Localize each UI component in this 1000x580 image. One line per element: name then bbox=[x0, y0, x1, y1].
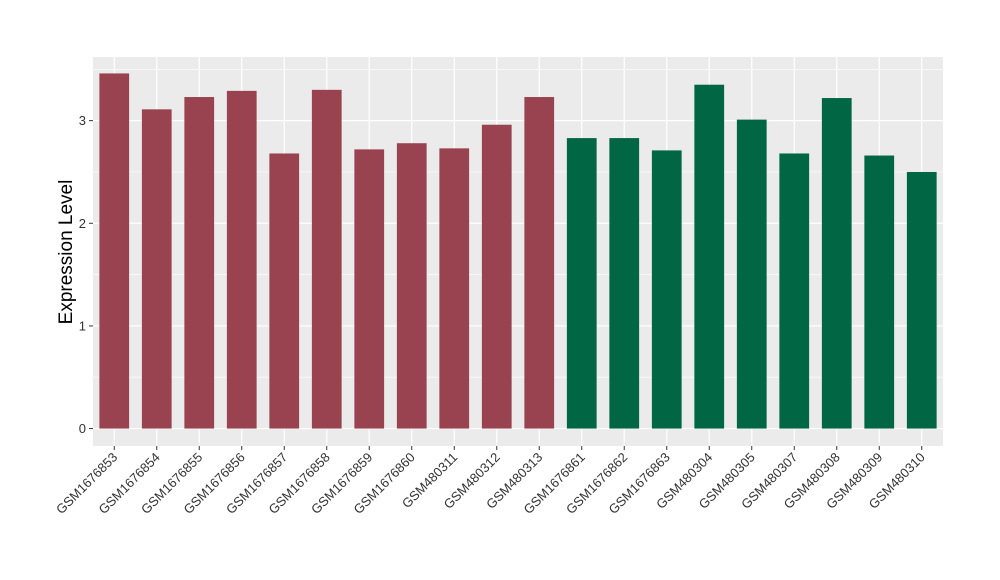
y-tick-label: 2 bbox=[79, 216, 86, 231]
bar-GSM480308 bbox=[821, 98, 852, 429]
bar-GSM480309 bbox=[864, 155, 895, 429]
bar-GSM1676855 bbox=[184, 97, 215, 429]
bar-GSM1676862 bbox=[609, 138, 640, 429]
y-tick-label: 1 bbox=[79, 318, 86, 333]
bar-GSM1676861 bbox=[566, 138, 597, 429]
bar-GSM1676858 bbox=[311, 89, 342, 429]
bars bbox=[99, 73, 937, 429]
plot-panel bbox=[93, 57, 943, 446]
bar-GSM480305 bbox=[736, 119, 767, 429]
bar-GSM480304 bbox=[694, 84, 725, 429]
y-tick-label: 0 bbox=[79, 421, 86, 436]
bar-GSM1676859 bbox=[354, 149, 385, 429]
bar-GSM480310 bbox=[906, 171, 937, 429]
bar-GSM480312 bbox=[481, 124, 512, 429]
y-axis-label: Expression Level bbox=[56, 180, 77, 325]
bar-GSM1676863 bbox=[651, 150, 682, 429]
bar-GSM1676853 bbox=[99, 73, 130, 429]
bar-GSM1676860 bbox=[396, 143, 427, 429]
y-axis: 0 1 2 3 bbox=[79, 113, 93, 436]
x-axis: GSM1676853GSM1676854GSM1676855GSM1676856… bbox=[53, 446, 928, 517]
y-tick-label: 3 bbox=[79, 113, 86, 128]
bar-GSM480311 bbox=[439, 148, 470, 429]
bar-GSM480307 bbox=[779, 153, 810, 429]
bar-GSM480313 bbox=[524, 97, 555, 429]
bar-GSM1676854 bbox=[141, 109, 172, 429]
bar-GSM1676856 bbox=[226, 90, 257, 429]
bar-GSM1676857 bbox=[269, 153, 300, 429]
